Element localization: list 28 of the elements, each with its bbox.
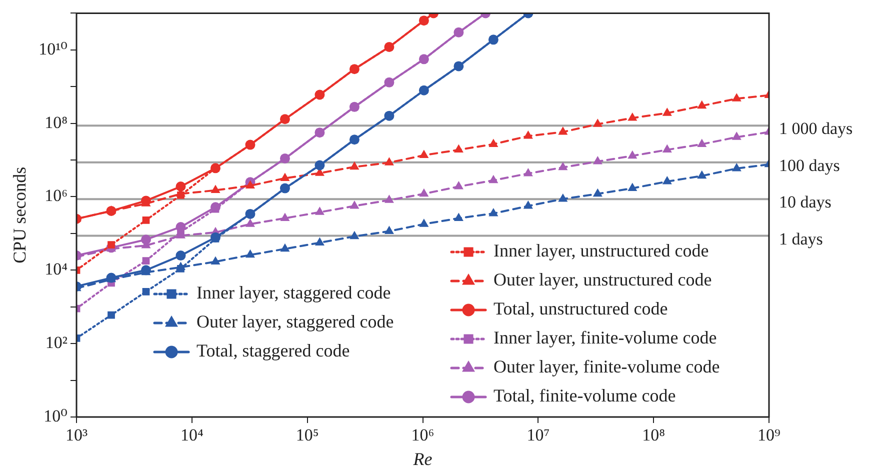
ref-line-label: 1 days bbox=[779, 229, 823, 248]
ref-line-label: 10 days bbox=[779, 192, 832, 212]
legend-label: Inner layer, staggered code bbox=[196, 282, 391, 303]
ref-line-label: 100 days bbox=[779, 156, 840, 175]
x-tick-label: 10⁷ bbox=[526, 426, 550, 445]
legend-label: Inner layer, finite-volume code bbox=[494, 328, 717, 348]
x-tick-label: 10³ bbox=[65, 426, 88, 445]
y-tick-label: 10⁸ bbox=[44, 112, 68, 132]
x-axis-title: Re bbox=[412, 448, 432, 469]
legend-label: Inner layer, unstructured code bbox=[494, 240, 709, 261]
x-tick-label: 10⁵ bbox=[296, 426, 319, 445]
legend-label: Total, finite-volume code bbox=[494, 386, 676, 406]
x-tick-label: 10⁹ bbox=[758, 426, 781, 445]
y-axis-title: CPU seconds bbox=[10, 166, 30, 264]
legend-label: Outer layer, staggered code bbox=[196, 312, 394, 332]
y-tick-label: 10¹⁰ bbox=[38, 39, 68, 58]
x-tick-label: 10⁸ bbox=[642, 426, 666, 445]
y-tick-label: 10⁰ bbox=[44, 406, 68, 426]
y-tick-label: 10² bbox=[45, 333, 68, 352]
x-tick-label: 10⁴ bbox=[180, 426, 204, 445]
y-tick-label: 10⁴ bbox=[44, 260, 68, 279]
legend-label: Outer layer, finite-volume code bbox=[494, 356, 720, 377]
x-tick-label: 10⁶ bbox=[411, 426, 434, 445]
ref-line-label: 1 000 days bbox=[779, 119, 853, 138]
legend-label: Outer layer, unstructured code bbox=[494, 270, 712, 290]
legend-label: Total, staggered code bbox=[196, 340, 350, 361]
legend-label: Total, unstructured code bbox=[494, 298, 668, 319]
y-tick-label: 10⁶ bbox=[44, 186, 68, 206]
